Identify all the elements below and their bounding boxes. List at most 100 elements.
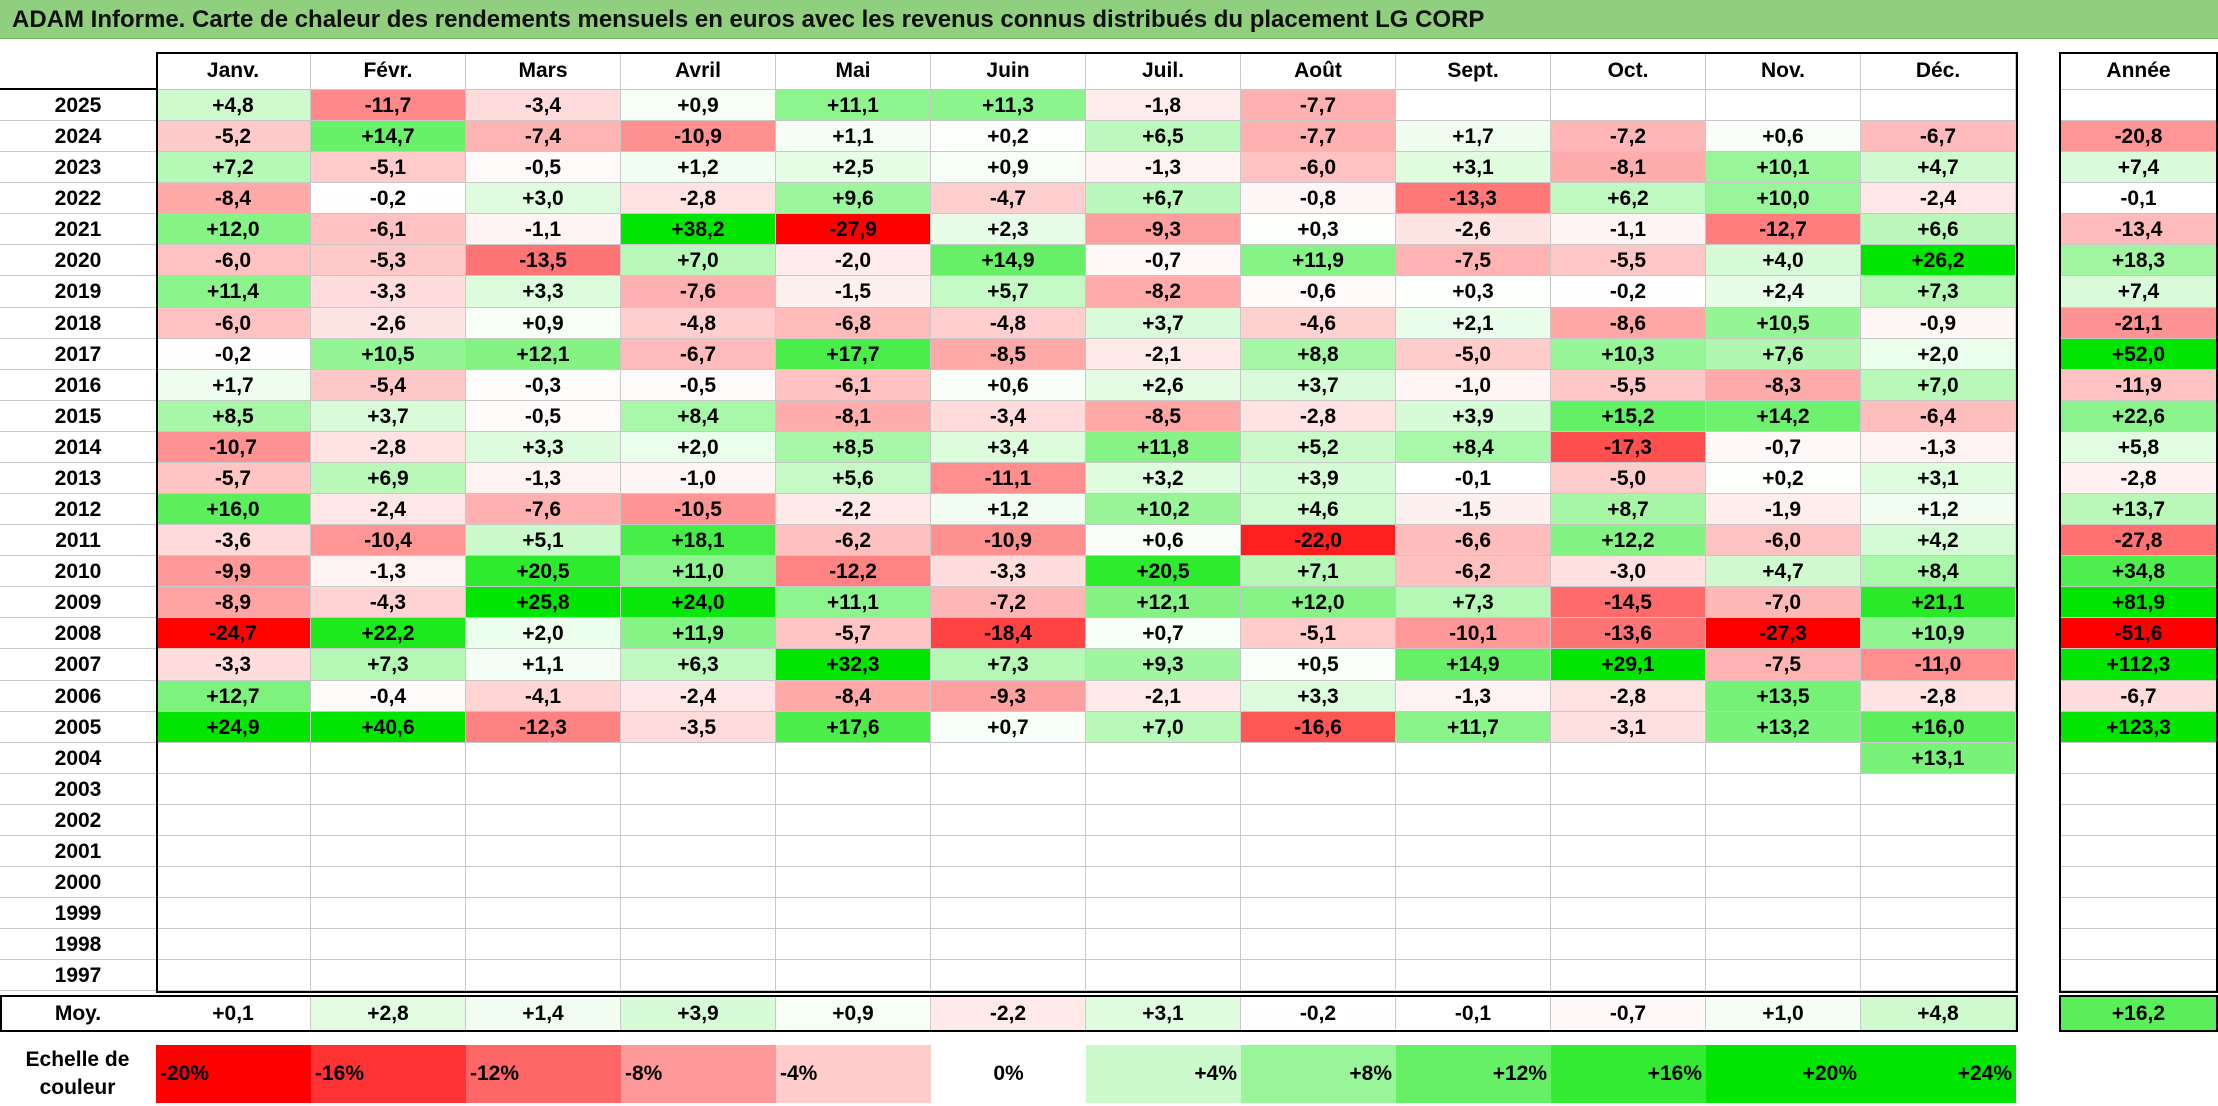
month-header: Févr. (311, 52, 466, 90)
heatmap-cell (1086, 960, 1241, 992)
heatmap-cell: -3,3 (156, 649, 311, 681)
heatmap-cell: +6,3 (621, 649, 776, 681)
heatmap-cell (776, 773, 931, 805)
heatmap-cell: +15,2 (1551, 400, 1706, 432)
heatmap-cell: -0,5 (466, 152, 621, 184)
year-label: 2020 (0, 245, 156, 277)
heatmap-cell (1706, 804, 1861, 836)
heatmap-cell (311, 960, 466, 992)
heatmap-cell (1086, 898, 1241, 930)
month-header: Déc. (1861, 52, 2016, 90)
heatmap-cell: +5,1 (466, 525, 621, 557)
heatmap-cell: -2,1 (1086, 680, 1241, 712)
year-label: 2018 (0, 308, 156, 339)
heatmap-cell (1396, 804, 1551, 836)
heatmap-cell: -4,3 (311, 587, 466, 619)
heatmap-cell (1551, 773, 1706, 805)
heatmap-cell (156, 835, 311, 867)
heatmap-cell: -11,0 (1861, 649, 2016, 681)
heatmap-cell: +3,7 (311, 400, 466, 432)
heatmap-cell: +2,0 (1861, 338, 2016, 370)
heatmap-cell: +0,9 (621, 90, 776, 122)
heatmap-cell: -5,1 (311, 152, 466, 184)
heatmap-cell: +1,2 (931, 494, 1086, 526)
heatmap-cell: -0,4 (311, 680, 466, 712)
heatmap-cell (1396, 90, 1551, 122)
heatmap-cell: -3,3 (311, 276, 466, 308)
heatmap-cell: +7,3 (311, 649, 466, 681)
heatmap-cell: +11,7 (1396, 711, 1551, 743)
heatmap-cell (776, 867, 931, 899)
annual-cell: -21,1 (2060, 307, 2218, 339)
heatmap-cell: -4,8 (621, 307, 776, 339)
heatmap-cell: -0,2 (311, 183, 466, 215)
heatmap-cell (466, 898, 621, 930)
heatmap-cell (1551, 898, 1706, 930)
year-label: 2022 (0, 183, 156, 215)
heatmap-cell: +6,9 (311, 462, 466, 495)
heatmap-cell: -1,5 (1396, 494, 1551, 526)
heatmap-cell: +2,6 (1086, 369, 1241, 401)
heatmap-cell: -6,6 (1396, 525, 1551, 557)
heatmap-cell: -27,9 (776, 214, 931, 246)
annual-cell (2060, 929, 2218, 961)
average-label: Moy. (0, 996, 156, 1032)
average-cell: +3,9 (621, 996, 776, 1032)
heatmap-cell (1706, 929, 1861, 961)
annual-cell: -51,6 (2060, 618, 2218, 650)
heatmap-cell (931, 742, 1086, 774)
heatmap-cell (776, 742, 931, 774)
year-label: 2002 (0, 805, 156, 836)
heatmap-cell: -8,1 (776, 400, 931, 432)
annual-cell: -0,1 (2060, 183, 2218, 215)
heatmap-cell: +14,9 (1396, 649, 1551, 681)
heatmap-cell: -4,1 (466, 680, 621, 712)
heatmap-cell (621, 742, 776, 774)
month-header: Mars (466, 52, 621, 90)
heatmap-cell (1241, 742, 1396, 774)
heatmap-cell: -1,3 (1396, 680, 1551, 712)
average-cell: +1,0 (1706, 996, 1861, 1032)
heatmap-cell (1086, 929, 1241, 961)
heatmap-cell (1396, 898, 1551, 930)
heatmap-cell: +14,7 (311, 121, 466, 153)
heatmap-cell: +0,6 (1086, 525, 1241, 557)
heatmap-cell: +10,0 (1706, 183, 1861, 215)
heatmap-cell: -5,0 (1551, 462, 1706, 495)
annual-cell: -13,4 (2060, 214, 2218, 246)
heatmap-cell (311, 742, 466, 774)
annual-cell: -6,7 (2060, 680, 2218, 712)
heatmap-cell: -10,1 (1396, 618, 1551, 650)
year-label: 1997 (0, 960, 156, 992)
month-header: Juil. (1086, 52, 1241, 90)
heatmap-cell: +29,1 (1551, 649, 1706, 681)
heatmap-cell: -27,3 (1706, 618, 1861, 650)
heatmap-cell (1396, 773, 1551, 805)
heatmap-cell: +0,7 (1086, 618, 1241, 650)
annual-cell: +81,9 (2060, 587, 2218, 619)
heatmap-cell (1086, 867, 1241, 899)
heatmap-cell: -5,5 (1551, 245, 1706, 277)
heatmap-cell: +5,7 (931, 276, 1086, 308)
heatmap-cell: +4,8 (156, 90, 311, 122)
heatmap-cell: -0,3 (466, 369, 621, 401)
heatmap-cell (776, 804, 931, 836)
heatmap-cell (1861, 929, 2016, 961)
average-cell: -2,2 (931, 996, 1086, 1032)
heatmap-cell: -6,2 (776, 525, 931, 557)
heatmap-cell: +9,3 (1086, 649, 1241, 681)
heatmap-cell (1241, 835, 1396, 867)
heatmap-cell: -3,0 (1551, 556, 1706, 588)
heatmap-cell (1086, 742, 1241, 774)
heatmap-cell: -2,8 (1861, 680, 2016, 712)
heatmap-cell: +20,5 (466, 556, 621, 588)
heatmap-cell (1861, 90, 2016, 122)
heatmap-cell: +38,2 (621, 214, 776, 246)
heatmap-cell: -11,1 (931, 462, 1086, 495)
heatmap-cell: +9,6 (776, 183, 931, 215)
heatmap-cell (1706, 835, 1861, 867)
heatmap-cell (1861, 773, 2016, 805)
month-header: Oct. (1551, 52, 1706, 90)
heatmap-cell (466, 867, 621, 899)
heatmap-cell: -10,5 (621, 494, 776, 526)
